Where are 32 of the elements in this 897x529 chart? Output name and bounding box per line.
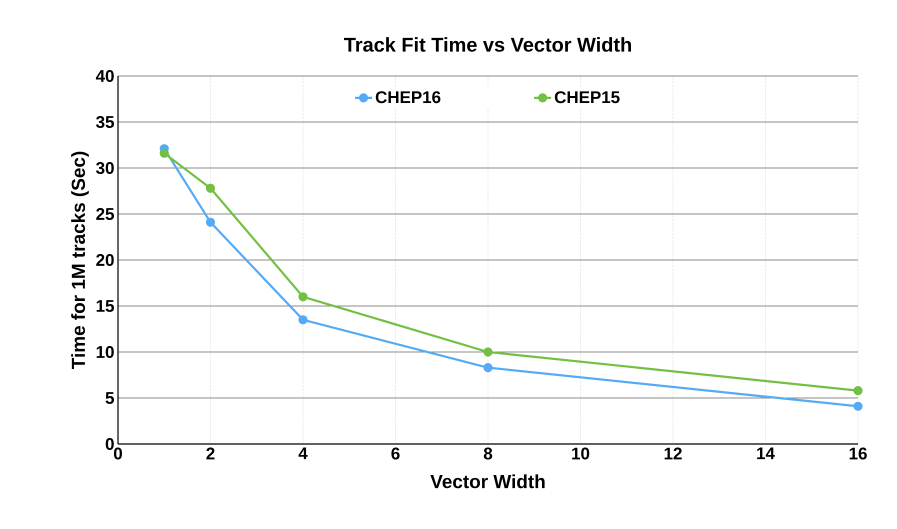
x-axis-title: Vector Width (430, 474, 545, 488)
point (206, 184, 216, 193)
x-tick-label: 8 (484, 448, 492, 460)
chart-title: Track Fit Time vs Vector Width (344, 37, 631, 52)
legend-label: CHEP15 (554, 91, 620, 104)
point (206, 218, 216, 227)
x-tick-label: 16 (850, 448, 867, 460)
y-tick-label: 35 (96, 116, 114, 128)
point (298, 315, 308, 324)
point (298, 292, 308, 302)
y-tick-label: 0 (106, 438, 114, 450)
y-tick-label: 20 (96, 254, 114, 266)
point (853, 402, 863, 411)
y-tick-label: 5 (106, 392, 114, 404)
x-tick-label: 12 (664, 448, 682, 460)
y-tick-label: 30 (96, 162, 114, 174)
x-tick-label: 2 (206, 448, 215, 460)
y-tick-label: 10 (96, 346, 114, 358)
point (853, 386, 863, 396)
legend-label: CHEP16 (376, 91, 440, 104)
y-tick-label: 25 (96, 208, 114, 220)
x-tick-label: 6 (391, 448, 400, 460)
point (483, 347, 493, 357)
x-tick-label: 10 (572, 448, 590, 460)
point (160, 148, 169, 158)
y-axis-title: Time for 1M tracks (Sec) (71, 152, 89, 370)
x-tick-label: 0 (114, 448, 122, 460)
y-tick-label: 40 (96, 70, 114, 82)
x-tick-label: 4 (298, 448, 308, 460)
point (483, 363, 493, 372)
y-tick-label: 15 (96, 300, 114, 312)
x-tick-label: 14 (757, 448, 775, 460)
